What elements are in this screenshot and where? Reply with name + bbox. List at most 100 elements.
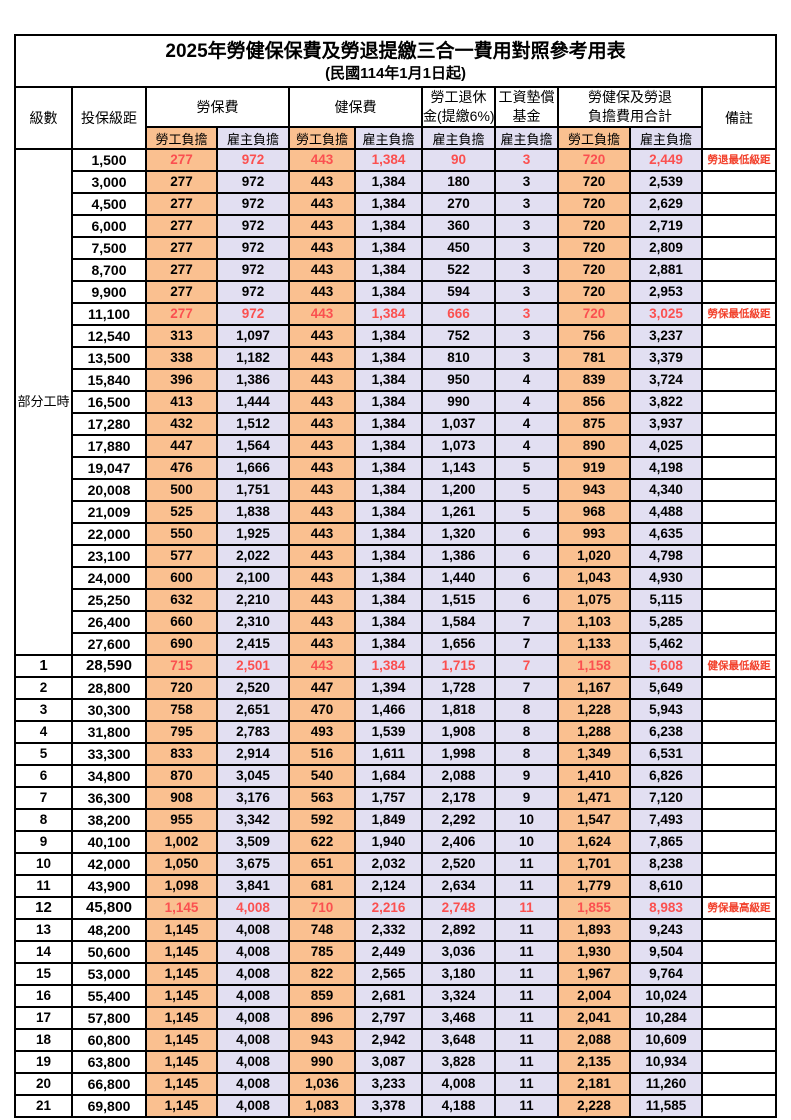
cell-bracket: 53,000 (71, 962, 147, 986)
cell-health-employer: 2,332 (354, 918, 423, 942)
cell-total-employer: 4,488 (629, 500, 703, 524)
cell-health-employer: 1,384 (354, 412, 423, 436)
cell-pension-employer: 1,320 (421, 522, 496, 546)
cell-labor-employer: 1,925 (216, 522, 290, 546)
cell-pension-employer: 180 (421, 170, 496, 194)
table-row: 23,100 577 2,022 443 1,384 1,386 6 1,020 4,798 (15, 544, 778, 568)
cell-health-employee: 990 (288, 1050, 356, 1074)
cell-total-employee: 720 (557, 214, 631, 238)
cell-health-employer: 3,233 (354, 1072, 423, 1096)
cell-labor-employee: 277 (145, 148, 218, 172)
table-row: 7 36,300 908 3,176 563 1,757 2,178 9 1,471 7,120 (14, 786, 778, 810)
cell-labor-employer: 972 (216, 148, 290, 172)
cell-pension-employer: 1,143 (421, 456, 496, 480)
cell-fund-employer: 11 (494, 918, 559, 942)
cell-health-employee: 651 (288, 852, 356, 876)
cell-bracket: 60,800 (71, 1028, 147, 1052)
cell-health-employee: 443 (288, 522, 356, 546)
cell-labor-employee: 277 (145, 192, 218, 216)
table-row: 4 31,800 795 2,783 493 1,539 1,908 8 1,288 6,238 (14, 720, 778, 744)
cell-fund-employer: 7 (494, 632, 559, 656)
cell-labor-employee: 1,145 (145, 918, 218, 942)
cell-total-employee: 1,779 (557, 874, 631, 898)
cell-pension-employer: 360 (421, 214, 496, 238)
cell-labor-employer: 2,022 (216, 544, 290, 568)
cell-total-employee: 1,893 (557, 918, 631, 942)
cell-labor-employee: 908 (145, 786, 218, 810)
cell-total-employee: 1,410 (557, 764, 631, 788)
cell-total-employee: 1,167 (557, 676, 631, 700)
cell-pension-employer: 1,584 (421, 610, 496, 634)
cell-level: 13 (14, 918, 73, 942)
cell-total-employer: 4,340 (629, 478, 703, 502)
cell-total-employee: 993 (557, 522, 631, 546)
cell-note (700, 500, 778, 524)
cell-labor-employee: 833 (145, 742, 218, 766)
cell-note (700, 258, 778, 282)
cell-labor-employer: 972 (216, 258, 290, 282)
cell-total-employer: 10,284 (629, 1006, 703, 1030)
cell-labor-employer: 1,838 (216, 500, 290, 524)
cell-total-employer: 3,822 (629, 390, 703, 414)
cell-health-employee: 1,036 (288, 1072, 356, 1096)
cell-note (700, 1006, 778, 1030)
cell-labor-employee: 1,145 (145, 1006, 218, 1030)
header-total-group: 勞健保及勞退 負擔費用合計 (557, 86, 703, 128)
cell-health-employee: 443 (288, 478, 356, 502)
cell-total-employee: 919 (557, 456, 631, 480)
cell-pension-employer: 3,324 (421, 984, 496, 1008)
cell-total-employer: 7,120 (629, 786, 703, 810)
cell-labor-employer: 4,008 (216, 896, 290, 920)
cell-bracket: 15,840 (71, 368, 147, 392)
cell-fund-employer: 6 (494, 522, 559, 546)
header-total-employee: 勞工負擔 (557, 126, 631, 150)
table-row: 27,600 690 2,415 443 1,384 1,656 7 1,133 5,462 (15, 632, 778, 656)
cell-note (700, 830, 778, 854)
cell-health-employer: 1,384 (354, 346, 423, 370)
cell-health-employer: 1,384 (354, 610, 423, 634)
cell-total-employer: 7,493 (629, 808, 703, 832)
cell-labor-employer: 3,176 (216, 786, 290, 810)
cell-fund-employer: 3 (494, 148, 559, 172)
cell-pension-employer: 2,748 (421, 896, 496, 920)
cell-level: 4 (14, 720, 73, 744)
cell-labor-employee: 720 (145, 676, 218, 700)
cell-labor-employer: 972 (216, 192, 290, 216)
cell-pension-employer: 2,178 (421, 786, 496, 810)
cell-bracket: 63,800 (71, 1050, 147, 1074)
cell-level: 3 (14, 698, 73, 722)
cell-total-employer: 2,539 (629, 170, 703, 194)
cell-total-employer: 5,462 (629, 632, 703, 656)
cell-pension-employer: 1,386 (421, 544, 496, 568)
cell-bracket: 45,800 (71, 896, 147, 920)
cell-fund-employer: 8 (494, 720, 559, 744)
cell-pension-employer: 2,520 (421, 852, 496, 876)
cell-labor-employee: 1,145 (145, 1094, 218, 1118)
cell-labor-employer: 1,386 (216, 368, 290, 392)
cell-note (700, 434, 778, 458)
cell-note (700, 280, 778, 304)
cell-labor-employee: 1,145 (145, 896, 218, 920)
cell-bracket: 24,000 (71, 566, 147, 590)
cell-health-employer: 1,384 (354, 566, 423, 590)
cell-fund-employer: 11 (494, 896, 559, 920)
cell-fund-employer: 4 (494, 390, 559, 414)
cell-labor-employer: 2,651 (216, 698, 290, 722)
cell-bracket: 69,800 (71, 1094, 147, 1118)
table-row: 4,500 277 972 443 1,384 270 3 720 2,629 (15, 192, 778, 216)
cell-health-employer: 1,384 (354, 390, 423, 414)
cell-health-employee: 443 (288, 654, 356, 678)
cell-health-employer: 1,539 (354, 720, 423, 744)
cell-labor-employee: 500 (145, 478, 218, 502)
cell-note (700, 1028, 778, 1052)
cell-labor-employee: 1,098 (145, 874, 218, 898)
cell-bracket: 27,600 (71, 632, 147, 656)
cell-bracket: 6,000 (71, 214, 147, 238)
cell-total-employee: 720 (557, 280, 631, 304)
cell-total-employee: 1,020 (557, 544, 631, 568)
cell-labor-employee: 277 (145, 258, 218, 282)
cell-bracket: 28,590 (71, 654, 147, 678)
cell-total-employee: 1,075 (557, 588, 631, 612)
cell-total-employee: 1,930 (557, 940, 631, 964)
cell-fund-employer: 3 (494, 214, 559, 238)
